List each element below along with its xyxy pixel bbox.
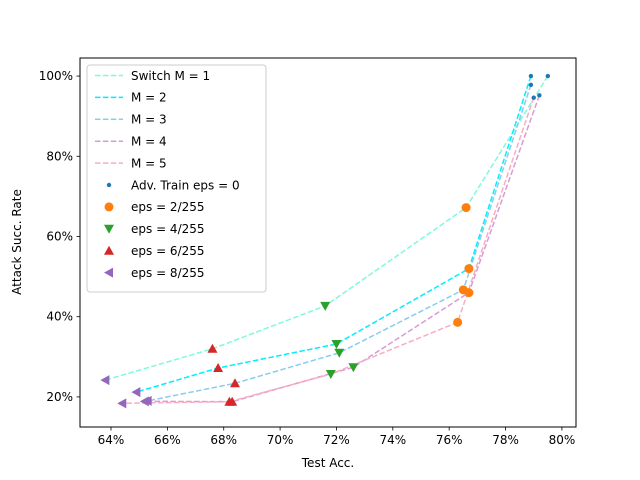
legend-marker-7 bbox=[104, 202, 114, 212]
data-point-s1-p5 bbox=[100, 375, 110, 386]
legend-marker-10 bbox=[104, 267, 113, 278]
legend-label-4: M = 4 bbox=[131, 135, 167, 149]
y-tick-label-4: 80% bbox=[46, 149, 73, 163]
legend-label-7: eps = 2/255 bbox=[131, 200, 205, 214]
y-tick-label-5: 100% bbox=[39, 69, 73, 83]
x-tick-label-7: 76% bbox=[436, 433, 463, 447]
legend-label-8: eps = 4/255 bbox=[131, 222, 205, 236]
data-point-s2-p1 bbox=[528, 73, 534, 79]
legend-box bbox=[86, 64, 267, 293]
legend-label-10: eps = 8/255 bbox=[131, 266, 205, 280]
legend-label-3: M = 3 bbox=[131, 113, 167, 127]
data-point-s3-p4 bbox=[230, 378, 240, 388]
data-point-s1-p1 bbox=[545, 73, 551, 79]
data-point-s5-p3 bbox=[325, 370, 336, 380]
legend-label-9: eps = 6/255 bbox=[131, 244, 205, 258]
series-line-2 bbox=[136, 75, 532, 393]
x-tick-label-4: 70% bbox=[267, 433, 294, 447]
y-axis-ticks: 20% 40% 60% 80% 100% bbox=[39, 69, 80, 404]
legend-label-2: M = 2 bbox=[131, 91, 167, 105]
data-point-s1-p3 bbox=[320, 301, 331, 311]
data-point-s3-p1 bbox=[528, 82, 534, 88]
x-tick-label-5: 72% bbox=[323, 433, 350, 447]
x-tick-label-3: 68% bbox=[210, 433, 237, 447]
y-tick-label-2: 40% bbox=[46, 310, 73, 324]
data-point-s5-p5 bbox=[117, 398, 127, 409]
series-line-3 bbox=[147, 84, 532, 402]
y-tick-label-1: 20% bbox=[46, 390, 73, 404]
legend-label-1: Switch M = 1 bbox=[131, 69, 210, 83]
legend-label-5: M = 5 bbox=[131, 156, 167, 170]
y-axis-label: Attack Succ. Rate bbox=[10, 189, 24, 295]
legend-label-6: Adv. Train eps = 0 bbox=[131, 178, 240, 192]
x-axis-label: Test Acc. bbox=[301, 456, 354, 470]
data-point-s5-p1 bbox=[531, 95, 536, 100]
series-line-4 bbox=[144, 95, 541, 403]
data-point-s4-p2 bbox=[464, 288, 474, 298]
legend-marker-9 bbox=[104, 245, 114, 255]
x-axis-ticks: 64% 66% 68% 70% 72% 74% 76% 78% 80% bbox=[98, 427, 576, 447]
data-point-s1-p2 bbox=[461, 203, 471, 213]
x-tick-label-6: 74% bbox=[379, 433, 406, 447]
x-tick-label-9: 80% bbox=[549, 433, 576, 447]
x-tick-label-2: 66% bbox=[154, 433, 181, 447]
data-point-s3-p3 bbox=[334, 348, 345, 358]
data-point-s2-p2 bbox=[464, 264, 474, 274]
y-tick-label-3: 60% bbox=[46, 229, 73, 243]
data-point-s2-p3 bbox=[331, 339, 342, 349]
data-point-s2-p4 bbox=[213, 363, 224, 373]
data-point-s5-p4 bbox=[224, 396, 235, 406]
data-point-s2-p5 bbox=[131, 387, 141, 398]
plot-frame bbox=[79, 57, 577, 428]
data-point-s4-p3 bbox=[348, 363, 359, 373]
x-tick-label-8: 78% bbox=[492, 433, 519, 447]
legend-marker-6 bbox=[106, 182, 112, 188]
legend: Switch M = 1 M = 2 M = 3 M = 4 M = 5 Adv. Tra… bbox=[86, 64, 267, 293]
data-point-s4-p1 bbox=[537, 93, 542, 98]
data-point-s1-p4 bbox=[207, 343, 218, 353]
data-point-s4-p5 bbox=[139, 396, 149, 407]
data-markers bbox=[100, 73, 551, 409]
legend-marker-8 bbox=[104, 224, 114, 234]
x-tick-label-1: 64% bbox=[98, 433, 125, 447]
data-point-s5-p2 bbox=[453, 317, 463, 327]
